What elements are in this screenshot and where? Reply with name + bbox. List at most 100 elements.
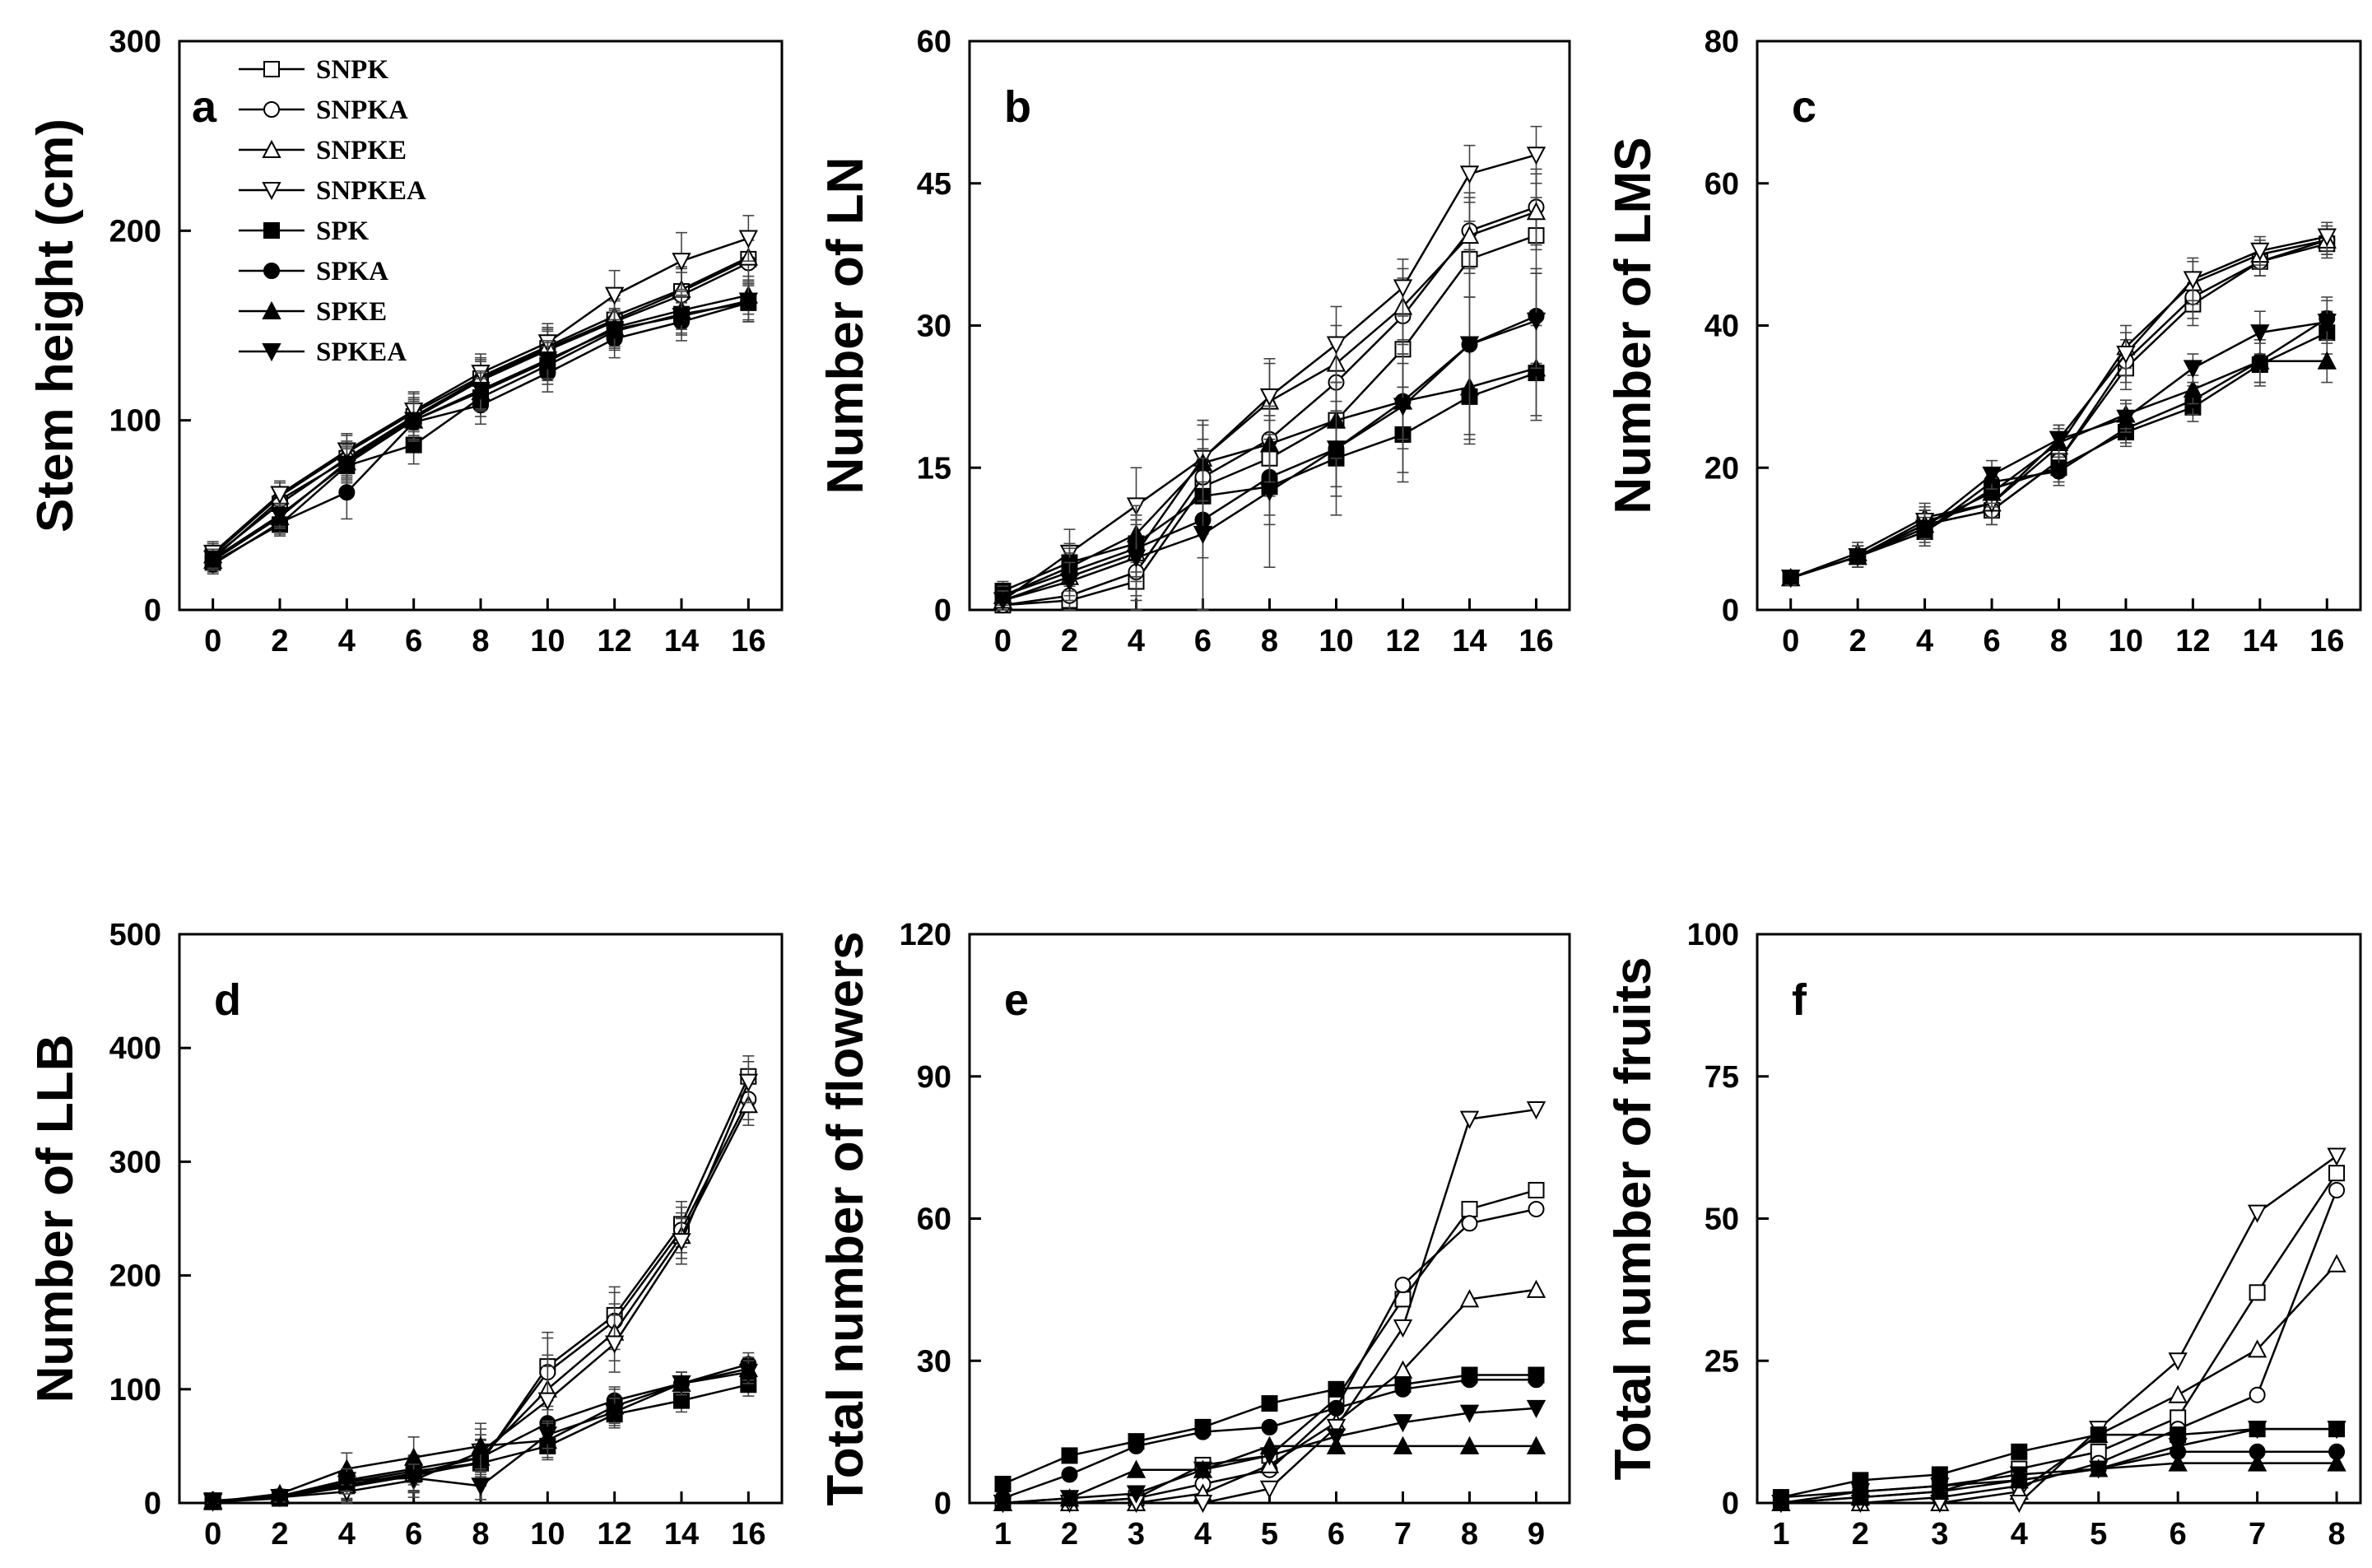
data-point-SPKE xyxy=(1393,1435,1413,1454)
data-point-SNPKA xyxy=(2328,1181,2346,1198)
data-point-SNPKEA xyxy=(738,1073,758,1092)
data-point-SNPKEA xyxy=(2317,228,2337,247)
data-point-SPKEA xyxy=(2049,430,2069,449)
data-point-SNPKEA xyxy=(1459,165,1480,184)
series-SPKEA xyxy=(993,1399,1546,1514)
x-tick-label: 6 xyxy=(405,624,422,658)
x-tick-label: 0 xyxy=(1782,624,1799,658)
data-point-SNPKE xyxy=(738,1095,758,1114)
data-point-SNPK xyxy=(1461,1200,1478,1217)
series-SNPKA xyxy=(1782,225,2336,587)
data-point-SNPKE xyxy=(2247,1339,2267,1358)
data-point-SNPKEA xyxy=(672,253,691,272)
x-tick-label: 12 xyxy=(598,624,632,658)
y-tick-label: 120 xyxy=(900,918,951,952)
x-tick-label: 2 xyxy=(271,624,288,658)
data-point-SNPKEA xyxy=(1193,1495,1213,1514)
x-tick-label: 8 xyxy=(472,1517,489,1552)
x-tick-label: 5 xyxy=(2090,1517,2107,1552)
data-point-SPK xyxy=(1261,1395,1278,1412)
y-tick-label: 20 xyxy=(1705,451,1739,486)
data-point-SPKEA xyxy=(1781,570,1801,589)
legend-marker-SNPK xyxy=(263,61,280,77)
data-point-SNPKE xyxy=(1459,225,1480,244)
y-tick-label: 0 xyxy=(144,1487,161,1521)
y-tick-label: 300 xyxy=(109,1145,161,1179)
data-point-SNPKEA xyxy=(1326,336,1346,355)
y-tick-label: 0 xyxy=(1722,1487,1739,1521)
x-tick-label: 2 xyxy=(1061,624,1078,658)
legend-marker-SNPKEA xyxy=(262,182,281,201)
x-tick-label: 6 xyxy=(1983,624,2000,658)
data-point-SPKEA xyxy=(2168,1437,2188,1457)
data-point-SNPKEA xyxy=(605,286,625,305)
data-point-SPKE xyxy=(1982,482,2002,501)
panel-e-letter: e xyxy=(1004,975,1029,1025)
data-point-SPKA xyxy=(1528,1371,1545,1389)
data-point-SPKEA xyxy=(605,1403,625,1422)
legend-marker-SPKEA xyxy=(262,343,281,362)
x-tick-label: 2 xyxy=(271,1517,288,1552)
legend-marker-SPKA xyxy=(263,263,280,279)
legend-label: SPKA xyxy=(316,257,388,286)
series-SPKE-line xyxy=(1780,1462,2337,1505)
x-tick-label: 8 xyxy=(472,624,489,658)
data-point-SPKEA xyxy=(1193,1461,1213,1480)
data-point-SPKEA xyxy=(404,412,424,430)
data-point-SPKEA xyxy=(993,1495,1013,1514)
data-point-SPKEA xyxy=(1059,573,1080,592)
data-point-SPKEA xyxy=(738,1364,758,1383)
panel-d: 0 2 4 6 8 10 12 14 16 0 100 200 300 400 500 Number of L… xyxy=(27,918,784,1552)
y-tick-label: 90 xyxy=(917,1060,951,1095)
y-tick-label: 100 xyxy=(109,1373,161,1407)
panel-c: 0 2 4 6 8 10 12 14 16 0 20 40 60 80 Number of LMS c xyxy=(1605,25,2362,658)
data-point-SPKEA xyxy=(2183,360,2203,379)
data-point-SPKA xyxy=(1461,1371,1478,1389)
data-point-SNPKEA xyxy=(537,1392,557,1411)
y-tick-label: 80 xyxy=(1705,25,1739,59)
data-point-SNPKEA xyxy=(605,1335,625,1354)
data-point-SNPKEA xyxy=(2116,346,2136,365)
x-tick-label: 6 xyxy=(2170,1517,2187,1552)
data-point-SPKEA xyxy=(1326,1428,1346,1447)
data-point-SPK xyxy=(2011,1443,2028,1460)
x-tick-label: 0 xyxy=(994,624,1012,658)
data-point-SPKA xyxy=(1061,1466,1078,1483)
panel-f: 1 2 3 4 5 6 7 8 0 25 50 75 100 Total number of fruits… xyxy=(1605,918,2362,1552)
data-point-SNPKEA xyxy=(1326,1418,1346,1438)
data-point-SPKEA xyxy=(1526,312,1546,331)
data-point-SPKE xyxy=(2168,1453,2188,1472)
data-point-SPKE xyxy=(2317,351,2337,370)
panel-d-letter: d xyxy=(214,975,241,1025)
y-tick-label: 0 xyxy=(934,593,951,628)
x-tick-label: 1 xyxy=(1772,1517,1789,1552)
legend-item-SPK: SPK xyxy=(239,216,370,246)
data-point-SPKEA xyxy=(471,381,491,400)
data-point-SPKEA xyxy=(270,1489,290,1508)
data-point-SPKA xyxy=(1128,1437,1145,1454)
data-point-SNPKEA xyxy=(2247,1204,2267,1223)
series-SNPKEA-line xyxy=(1780,1155,2337,1505)
data-point-SNPKEA xyxy=(738,230,758,249)
x-tick-label: 0 xyxy=(204,624,221,658)
y-tick-label: 50 xyxy=(1705,1203,1739,1237)
data-point-SNPKA xyxy=(1394,1277,1412,1294)
x-tick-label: 14 xyxy=(664,1517,699,1552)
panel-f-frame xyxy=(1756,933,2362,1505)
x-tick-label: 8 xyxy=(2328,1517,2345,1552)
y-tick-label: 30 xyxy=(917,1344,951,1379)
data-point-SNPKE xyxy=(2168,1384,2188,1403)
data-point-SPKEA xyxy=(203,550,223,569)
panel-b-ylabel: Number of LN xyxy=(817,157,874,495)
data-point-SPKE xyxy=(1126,1459,1146,1478)
data-point-SPKEA xyxy=(1771,1495,1791,1514)
legend-label: SNPKEA xyxy=(316,176,426,206)
data-point-SNPKEA xyxy=(1259,388,1280,407)
legend-label: SNPKE xyxy=(316,136,407,165)
y-tick-label: 60 xyxy=(1705,167,1739,202)
panel-a-letter: a xyxy=(192,82,217,132)
legend-item-SNPKE: SNPKE xyxy=(239,136,407,165)
data-point-SPKEA xyxy=(1393,1414,1413,1433)
legend-item-SNPK: SNPK xyxy=(239,55,388,85)
